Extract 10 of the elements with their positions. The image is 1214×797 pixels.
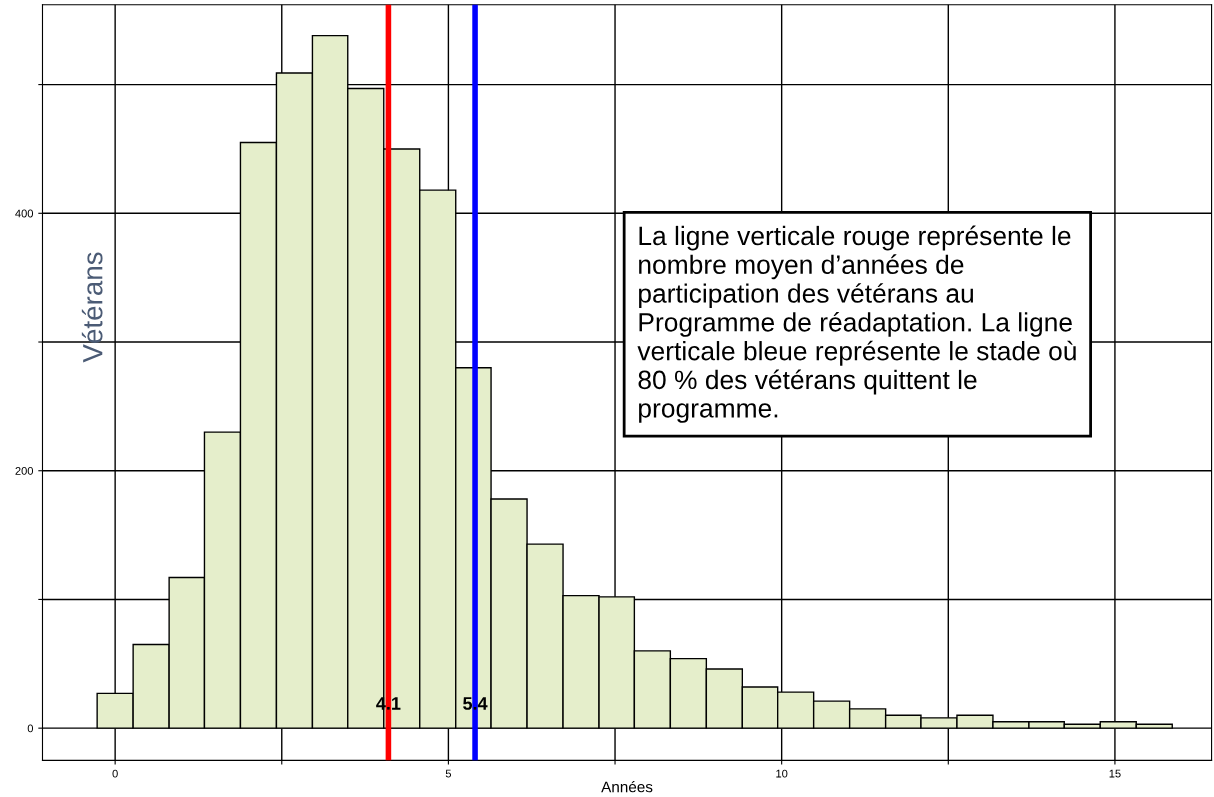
x-tick-label: 10 [776,769,788,778]
y-axis-title: Vétérans [81,252,103,363]
annotation: La ligne verticale rouge représente le nombre moyen d’années de participation des vétérans au Programme de réadaptation. La ligne verticale bleue représente le stade où 80 % des vétérans quittent le programme. [637,225,1076,423]
x-axis-title: Années [601,780,653,793]
y-tick-label: 200 [15,467,34,475]
x-tick-label: 15 [1109,769,1121,778]
x-tick-label: 5 [445,769,452,778]
y-tick-label: 0 [27,724,34,733]
y-tick-label: 400 [15,209,34,218]
x-tick-label: 0 [112,769,118,778]
